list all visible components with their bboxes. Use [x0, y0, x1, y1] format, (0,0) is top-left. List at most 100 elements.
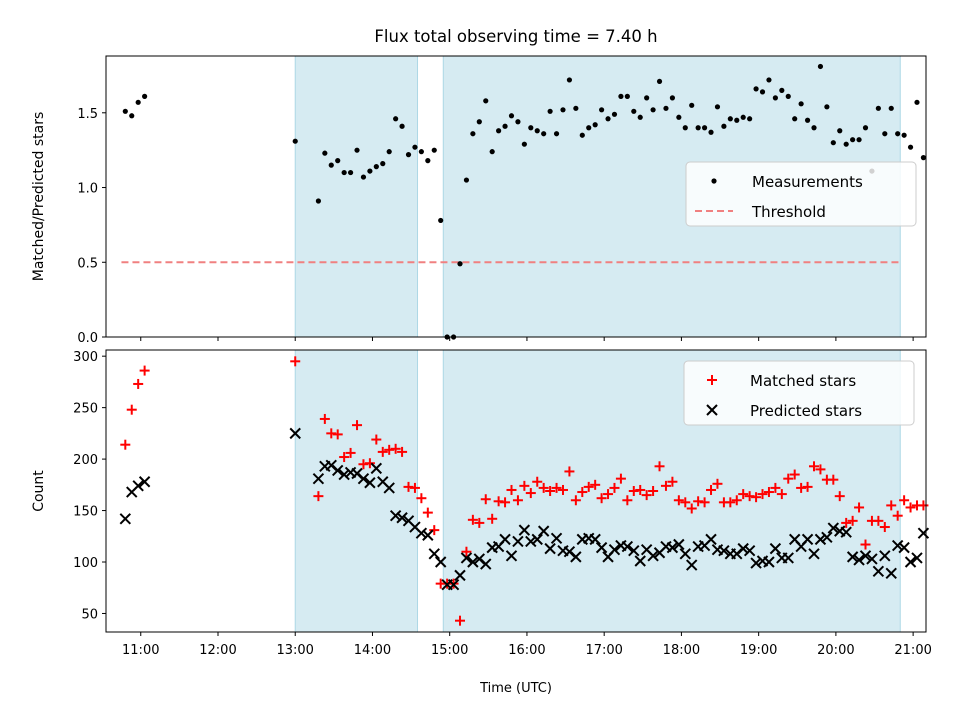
measurement-point — [811, 125, 817, 131]
measurement-point — [740, 114, 746, 120]
predicted-stars-point — [537, 525, 550, 537]
measurement-point — [502, 123, 508, 129]
predicted-stars-point — [673, 538, 685, 551]
matched-stars-point — [455, 615, 466, 626]
measurement-point — [701, 125, 708, 131]
matched-stars-point — [841, 517, 852, 528]
predicted-stars-point — [769, 542, 782, 555]
x-tick-label: 20:00 — [817, 643, 854, 658]
matched-stars-point — [673, 495, 684, 506]
measurement-point — [541, 131, 547, 137]
matched-stars-point — [551, 482, 562, 493]
measurement-point — [463, 177, 470, 183]
predicted-stars-point — [840, 526, 852, 538]
measurement-point — [418, 149, 424, 155]
matched-stars-point — [358, 459, 369, 470]
ratio-y-tick-label: 0.0 — [77, 331, 98, 346]
legend-measurement-marker — [711, 178, 717, 184]
predicted-stars-point — [885, 567, 897, 580]
matched-stars-point — [590, 479, 601, 490]
measurement-point — [547, 108, 553, 114]
measurement-point — [399, 123, 405, 129]
matched-stars-point — [905, 502, 916, 513]
measurement-point — [122, 108, 128, 114]
measurement-point — [483, 98, 489, 104]
x-tick-label: 11:00 — [122, 643, 159, 658]
predicted-stars-point — [544, 542, 556, 555]
measurement-point — [856, 137, 862, 143]
matched-stars-point — [345, 447, 356, 458]
measurement-point — [785, 93, 791, 99]
predicted-stars-point — [634, 555, 646, 567]
ratio-y-tick-label: 1.5 — [77, 107, 98, 122]
predicted-stars-point — [383, 482, 395, 494]
matched-stars-point — [860, 539, 871, 550]
measurement-point — [341, 169, 347, 176]
measurement-point — [631, 108, 637, 114]
predicted-stars-point — [531, 533, 543, 546]
predicted-stars-point — [589, 533, 601, 546]
matched-stars-point — [725, 497, 736, 508]
x-axis-label: Time (UTC) — [479, 681, 552, 696]
measurement-point — [650, 107, 656, 113]
matched-stars-point — [899, 495, 910, 506]
count-series-predicted-stars — [119, 427, 930, 591]
matched-stars-point — [397, 446, 408, 457]
predicted-stars-point — [312, 472, 325, 485]
predicted-stars-point — [917, 527, 930, 539]
predicted-stars-point — [814, 533, 827, 546]
predicted-stars-point — [396, 512, 408, 524]
predicted-stars-point — [499, 533, 511, 546]
measurement-point — [663, 105, 669, 111]
measurement-point — [850, 137, 856, 143]
matched-stars-point — [577, 487, 588, 498]
count-y-tick-label: 200 — [73, 453, 98, 468]
x-tick-label: 19:00 — [740, 643, 777, 658]
matched-stars-point — [519, 480, 530, 491]
predicted-stars-point — [364, 477, 376, 489]
matched-stars-point — [828, 474, 839, 485]
predicted-stars-point — [332, 464, 344, 477]
predicted-stars-point — [505, 550, 518, 562]
matched-stars-point — [120, 439, 131, 450]
matched-stars-point — [371, 434, 382, 445]
measurement-point — [292, 138, 298, 144]
predicted-stars-point — [782, 552, 794, 564]
matched-stars-point — [557, 484, 568, 495]
matched-stars-point — [538, 482, 549, 493]
predicted-stars-point — [666, 541, 679, 554]
matched-stars-point — [339, 452, 350, 463]
measurement-point — [373, 164, 379, 170]
predicted-stars-point — [518, 524, 531, 536]
matched-stars-point — [886, 500, 897, 511]
measurement-point — [489, 149, 495, 155]
measurement-point — [907, 144, 914, 150]
predicted-stars-point — [866, 553, 878, 565]
matched-stars-point — [789, 469, 800, 480]
predicted-stars-point — [891, 539, 904, 552]
matched-stars-point — [667, 476, 678, 487]
matched-stars-point — [377, 446, 388, 457]
predicted-stars-point — [447, 578, 460, 591]
measurement-point — [553, 131, 560, 137]
matched-stars-point — [126, 404, 137, 415]
matched-stars-point — [879, 522, 890, 533]
count-y-tick-label: 300 — [73, 350, 98, 365]
matched-stars-point — [480, 494, 491, 505]
predicted-stars-point — [621, 540, 634, 553]
measurement-point — [521, 141, 527, 147]
matched-stars-point — [615, 473, 626, 484]
matched-stars-point — [809, 461, 820, 472]
matched-stars-point — [564, 466, 575, 477]
predicted-stars-point — [705, 533, 717, 546]
predicted-stars-point — [460, 552, 473, 564]
matched-stars-point — [313, 491, 324, 502]
measurement-point — [425, 158, 431, 164]
measurement-point — [534, 128, 540, 134]
measurement-point — [656, 78, 663, 85]
measurement-point — [895, 131, 901, 137]
matched-stars-point — [815, 464, 826, 475]
matched-stars-point — [731, 495, 742, 506]
matched-stars-point — [834, 491, 845, 502]
predicted-stars-point — [132, 480, 144, 492]
